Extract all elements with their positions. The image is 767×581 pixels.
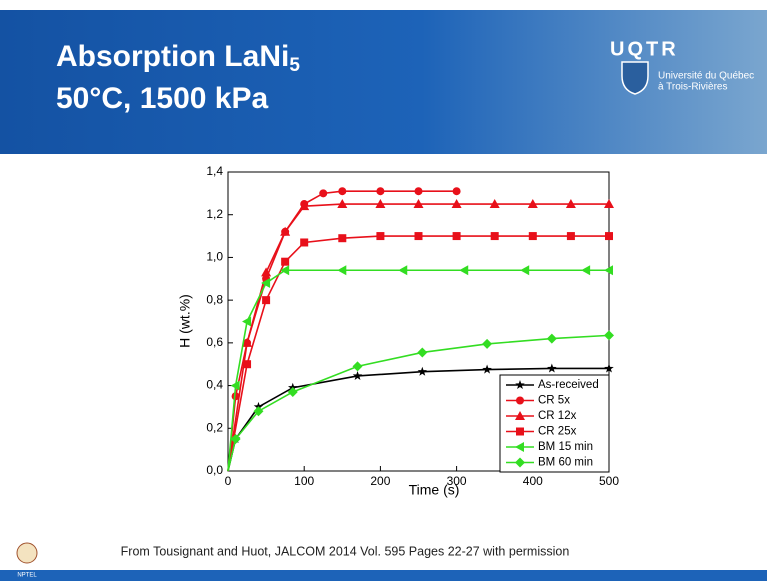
logo-line1: Université du Québec <box>658 71 754 82</box>
marker <box>243 360 251 368</box>
legend-label: CR 5x <box>538 395 570 407</box>
footer-logo: NPTEL <box>17 573 37 579</box>
marker <box>319 189 327 197</box>
y-tick-label: 1,2 <box>206 207 223 221</box>
marker <box>567 232 575 240</box>
marker <box>338 187 346 195</box>
x-tick-label: 400 <box>523 474 543 488</box>
marker <box>376 232 384 240</box>
y-tick-label: 1,0 <box>206 250 223 264</box>
y-tick-label: 0,0 <box>206 463 223 477</box>
y-tick-label: 0,8 <box>206 292 223 306</box>
marker <box>300 238 308 246</box>
marker <box>516 428 524 436</box>
y-tick-label: 1,4 <box>206 164 223 178</box>
legend-label: BM 15 min <box>538 441 593 453</box>
marker <box>376 187 384 195</box>
marker <box>605 232 613 240</box>
marker <box>415 187 423 195</box>
slide-title: Absorption LaNi5 <box>56 40 300 76</box>
logo-line2: à Trois-Rivières <box>658 82 727 93</box>
citation: From Tousignant and Huot, JALCOM 2014 Vo… <box>121 544 570 558</box>
y-axis-label: H (wt.%) <box>177 294 193 348</box>
legend-label: BM 60 min <box>538 457 593 469</box>
marker <box>491 232 499 240</box>
marker <box>453 187 461 195</box>
footer-strip <box>0 570 767 581</box>
y-tick-label: 0,6 <box>206 335 223 349</box>
logo-shield <box>622 62 648 94</box>
marker <box>262 296 270 304</box>
marker <box>453 232 461 240</box>
x-tick-label: 100 <box>294 474 314 488</box>
marker <box>516 397 524 405</box>
slide-subtitle: 50°C, 1500 kPa <box>56 82 268 115</box>
marker <box>281 258 289 266</box>
x-tick-label: 500 <box>599 474 619 488</box>
x-tick-label: 200 <box>370 474 390 488</box>
legend-label: CR 25x <box>538 426 577 438</box>
marker <box>338 234 346 242</box>
y-tick-label: 0,4 <box>206 378 223 392</box>
logo-acronym: UQTR <box>610 38 679 60</box>
footer-logo-icon <box>17 543 37 563</box>
slide: Absorption LaNi5 50°C, 1500 kPa UQTR Uni… <box>0 0 767 581</box>
marker <box>415 232 423 240</box>
marker <box>529 232 537 240</box>
x-tick-label: 0 <box>225 474 232 488</box>
legend-label: CR 12x <box>538 410 577 422</box>
x-tick-label: 300 <box>447 474 467 488</box>
y-tick-label: 0,2 <box>206 420 223 434</box>
legend-label: As-received <box>538 379 599 391</box>
